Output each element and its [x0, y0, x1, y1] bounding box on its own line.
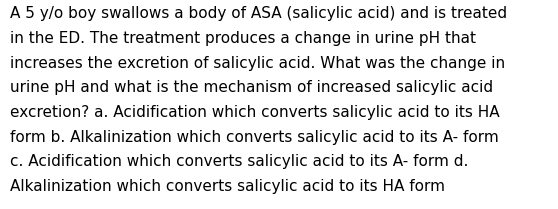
Text: increases the excretion of salicylic acid. What was the change in: increases the excretion of salicylic aci…: [10, 56, 505, 71]
Text: urine pH and what is the mechanism of increased salicylic acid: urine pH and what is the mechanism of in…: [10, 80, 493, 95]
Text: excretion? a. Acidification which converts salicylic acid to its HA: excretion? a. Acidification which conver…: [10, 105, 499, 120]
Text: A 5 y/o boy swallows a body of ASA (salicylic acid) and is treated: A 5 y/o boy swallows a body of ASA (sali…: [10, 6, 507, 21]
Text: in the ED. The treatment produces a change in urine pH that: in the ED. The treatment produces a chan…: [10, 31, 476, 46]
Text: Alkalinization which converts salicylic acid to its HA form: Alkalinization which converts salicylic …: [10, 179, 445, 194]
Text: form b. Alkalinization which converts salicylic acid to its A- form: form b. Alkalinization which converts sa…: [10, 130, 499, 145]
Text: c. Acidification which converts salicylic acid to its A- form d.: c. Acidification which converts salicyli…: [10, 154, 468, 169]
